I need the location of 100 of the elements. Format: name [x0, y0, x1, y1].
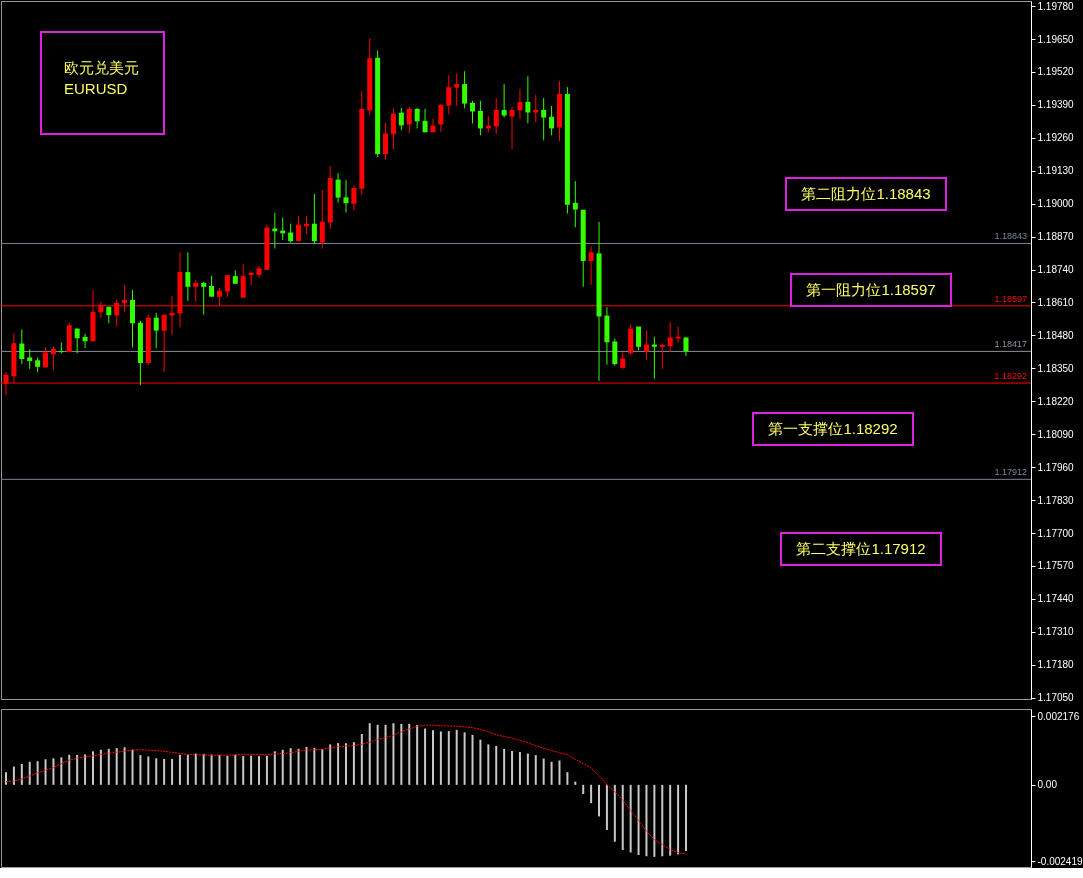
y-tick-label: 1.18610 — [1037, 297, 1075, 308]
candlestick — [27, 348, 33, 370]
candlestick — [248, 270, 254, 286]
bar — [542, 758, 545, 785]
bar — [479, 739, 482, 785]
bar — [455, 729, 458, 785]
bar — [84, 754, 87, 785]
candlestick — [446, 74, 452, 115]
bar — [605, 784, 608, 831]
bar — [645, 784, 648, 857]
candlestick — [311, 193, 317, 244]
y-tick-label: 1.19520 — [1037, 66, 1075, 78]
bar — [629, 784, 632, 853]
ref-line-label: 1.18292 — [994, 371, 1027, 382]
bar — [147, 756, 150, 785]
y-tick-label: 1.19780 — [1037, 0, 1075, 12]
bar — [321, 748, 324, 785]
bar — [76, 754, 79, 785]
y-tick-label: 0.002176 — [1037, 710, 1080, 722]
bar — [297, 748, 300, 785]
bar — [345, 743, 347, 785]
y-tick-label: 1.18870 — [1037, 231, 1075, 243]
bar — [637, 784, 640, 855]
bar — [226, 755, 229, 785]
candlestick — [493, 97, 499, 135]
y-tick-label: 1.19130 — [1037, 165, 1075, 177]
bar — [52, 758, 55, 785]
bar — [258, 756, 261, 785]
candlestick — [683, 336, 689, 357]
bar — [384, 724, 387, 785]
bar — [44, 759, 47, 785]
candlestick — [50, 346, 56, 371]
bar — [329, 744, 332, 785]
bar — [36, 761, 39, 785]
bar — [495, 745, 498, 785]
annotation: 第二支撑位1.17912 — [796, 540, 926, 557]
candlestick — [185, 251, 191, 302]
bar — [28, 761, 31, 785]
bar — [99, 749, 102, 785]
bar — [653, 784, 656, 857]
y-tick-label: 1.18350 — [1037, 362, 1075, 374]
bar — [242, 756, 245, 785]
bar — [463, 732, 466, 785]
bar — [360, 733, 363, 785]
bar — [305, 746, 308, 785]
bar — [550, 761, 553, 785]
y-tick-label: 1.17700 — [1037, 527, 1075, 539]
bar — [400, 723, 403, 785]
candlestick — [517, 88, 523, 120]
bar — [289, 748, 292, 785]
candlestick — [612, 337, 618, 367]
bar — [392, 723, 395, 785]
bar — [582, 784, 585, 794]
candlestick — [130, 289, 136, 348]
candlestick — [477, 100, 483, 136]
bar — [487, 744, 490, 785]
bar — [503, 748, 506, 785]
candlestick — [398, 107, 404, 131]
bar — [139, 755, 142, 785]
annotation: 第一阻力位1.18597 — [806, 281, 936, 298]
y-tick-label: 0.00 — [1037, 779, 1058, 791]
y-tick-label: 1.18090 — [1037, 428, 1075, 440]
bar — [566, 772, 569, 785]
candlestick — [383, 122, 389, 161]
bar — [123, 747, 126, 785]
bar — [424, 728, 427, 785]
candlestick — [541, 97, 547, 141]
bar — [12, 766, 15, 785]
bar — [20, 763, 23, 785]
bar — [186, 754, 189, 785]
y-tick-label: 1.18220 — [1037, 395, 1075, 407]
bar — [613, 784, 616, 842]
candlestick — [193, 279, 199, 302]
bar — [202, 753, 205, 785]
y-tick-label: 1.17180 — [1037, 659, 1075, 671]
candlestick — [240, 263, 246, 299]
candlestick — [296, 216, 302, 242]
ref-line-label: 1.18597 — [994, 293, 1027, 304]
candlestick — [501, 83, 507, 119]
bar — [60, 757, 63, 785]
text: 欧元兑美元 — [64, 59, 139, 76]
candlestick — [667, 321, 673, 353]
ref-line-label: 1.17912 — [994, 467, 1027, 478]
ref-line-label: 1.18843 — [994, 231, 1027, 242]
bar — [337, 743, 340, 785]
y-tick-label: -0.002419 — [1037, 855, 1083, 867]
bar — [273, 751, 276, 785]
bar — [590, 784, 593, 804]
candlestick — [438, 103, 444, 133]
y-tick-label: 1.17570 — [1037, 560, 1075, 572]
bar — [107, 748, 110, 785]
bar — [313, 747, 316, 785]
candlestick — [351, 184, 357, 212]
candlestick — [153, 312, 159, 349]
bar — [210, 754, 213, 785]
candlestick — [659, 343, 665, 370]
y-tick-label: 1.19000 — [1037, 198, 1075, 210]
bar — [265, 755, 268, 785]
candlestick — [525, 75, 531, 124]
bar — [368, 723, 371, 785]
